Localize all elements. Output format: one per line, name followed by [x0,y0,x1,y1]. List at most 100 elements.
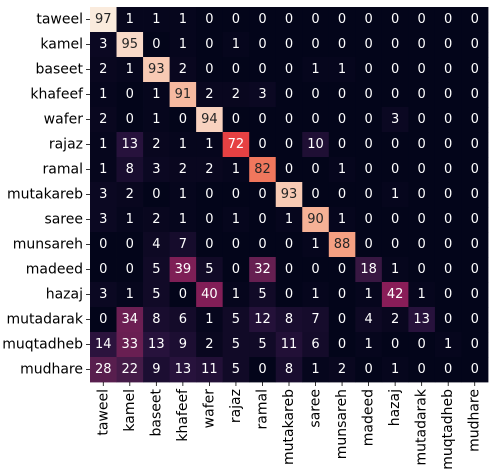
cell-saree-taweel [90,207,117,233]
cell-value-madeed-khafeef: 39 [175,262,192,277]
cell-value-mutadarak-taweel: 0 [99,312,107,327]
cell-mudhare-ramal [249,357,277,383]
cell-wafer-saree [302,107,330,133]
cell-value-khafeef-madeed: 0 [364,87,372,102]
cell-value-mudhare-taweel: 28 [95,362,112,377]
cell-muqtadheb-rajaz [222,332,250,358]
cell-value-taweel-munsareh: 0 [338,12,346,27]
cell-value-muqtadheb-rajaz: 5 [232,337,240,352]
cell-mudhare-taweel [90,357,117,383]
cell-muqtadheb-madeed [355,332,383,358]
cell-value-wafer-madeed: 0 [364,112,372,127]
cell-taweel-khafeef [169,7,197,33]
cell-mutadarak-mutakareb [275,307,303,333]
cell-value-mutadarak-muqtadheb: 0 [444,312,452,327]
cell-khafeef-munsareh [328,82,356,108]
cell-value-madeed-mutakareb: 0 [285,262,293,277]
cell-value-muqtadheb-ramal: 5 [258,337,266,352]
cell-value-mudhare-saree: 1 [311,362,319,377]
cell-value-mutakareb-kamel: 2 [126,187,134,202]
cell-mutadarak-ramal [249,307,277,333]
cell-wafer-taweel [90,107,117,133]
cell-value-saree-hazaj: 0 [391,212,399,227]
cell-value-mutakareb-rajaz: 0 [232,187,240,202]
cell-saree-mutadarak [408,207,436,233]
cell-mutakareb-munsareh [328,182,356,208]
cell-hazaj-madeed [355,282,383,308]
cell-baseet-mudhare [461,57,489,83]
x-tick-label-mutadarak: mutadarak [414,388,430,465]
cell-value-mutadarak-munsareh: 0 [338,312,346,327]
cell-wafer-wafer [196,107,224,133]
cell-ramal-kamel [116,157,144,183]
cell-wafer-kamel [116,107,144,133]
cell-baseet-kamel [116,57,144,83]
cell-value-mutadarak-mudhare: 0 [471,312,479,327]
cell-value-saree-taweel: 3 [99,212,107,227]
cell-muqtadheb-kamel [116,332,144,358]
cell-value-khafeef-munsareh: 0 [338,87,346,102]
x-tick-label-taweel: taweel [95,389,111,436]
cell-rajaz-muqtadheb [434,132,462,158]
cell-rajaz-wafer [196,132,224,158]
cell-taweel-madeed [355,7,383,33]
cell-value-taweel-hazaj: 0 [391,12,399,27]
cell-value-mutadarak-hazaj: 2 [391,312,399,327]
cell-muqtadheb-mutadarak [408,332,436,358]
cell-madeed-saree [302,257,330,283]
cell-rajaz-baseet [143,132,170,158]
cell-hazaj-mutakareb [275,282,303,308]
cell-value-khafeef-taweel: 1 [99,87,107,102]
cell-value-mutakareb-baseet: 0 [152,187,160,202]
cell-mudhare-mutakareb [275,357,303,383]
cell-value-madeed-taweel: 0 [99,262,107,277]
cell-baseet-wafer [196,57,224,83]
cell-value-khafeef-mutadarak: 0 [418,87,426,102]
cell-baseet-mutadarak [408,57,436,83]
cell-value-kamel-mudhare: 0 [471,37,479,52]
cell-value-mutadarak-saree: 7 [311,312,319,327]
cell-value-hazaj-wafer: 40 [201,287,218,302]
cell-value-ramal-taweel: 1 [99,162,107,177]
cell-ramal-saree [302,157,330,183]
cell-value-khafeef-saree: 0 [311,87,319,102]
cell-value-saree-saree: 90 [307,212,324,227]
cell-rajaz-mutadarak [408,132,436,158]
cell-value-hazaj-madeed: 1 [364,287,372,302]
cell-mutadarak-kamel [116,307,144,333]
y-tick-label-taweel: taweel [36,12,83,28]
cell-value-taweel-wafer: 0 [205,12,213,27]
cell-value-wafer-baseet: 1 [152,112,160,127]
y-tick-label-munsareh: munsareh [13,237,83,253]
cell-value-hazaj-khafeef: 0 [179,287,187,302]
cell-value-ramal-muqtadheb: 0 [444,162,452,177]
y-tick-label-mudhare: mudhare [20,362,83,378]
cell-value-hazaj-muqtadheb: 0 [444,287,452,302]
cell-taweel-muqtadheb [434,7,462,33]
cell-wafer-hazaj [381,107,409,133]
cell-value-khafeef-baseet: 1 [152,87,160,102]
cell-value-baseet-muqtadheb: 0 [444,62,452,77]
cell-value-mutakareb-wafer: 0 [205,187,213,202]
cell-value-kamel-mutadarak: 0 [418,37,426,52]
cell-value-baseet-saree: 1 [311,62,319,77]
cell-hazaj-wafer [196,282,224,308]
cell-value-mudhare-mutadarak: 0 [418,362,426,377]
cell-value-kamel-taweel: 3 [99,37,107,52]
cell-mutakareb-rajaz [222,182,250,208]
y-tick-label-hazaj: hazaj [46,287,83,303]
cell-value-saree-madeed: 0 [364,212,372,227]
cell-madeed-hazaj [381,257,409,283]
cell-kamel-hazaj [381,32,409,58]
cell-munsareh-hazaj [381,232,409,258]
cell-value-ramal-rajaz: 1 [232,162,240,177]
cell-munsareh-mutakareb [275,232,303,258]
cell-value-baseet-mutadarak: 0 [418,62,426,77]
cell-muqtadheb-munsareh [328,332,356,358]
y-tick-label-khafeef: khafeef [30,87,84,103]
cell-kamel-muqtadheb [434,32,462,58]
cell-muqtadheb-baseet [143,332,170,358]
cell-mudhare-kamel [116,357,144,383]
cell-value-madeed-mutadarak: 0 [418,262,426,277]
